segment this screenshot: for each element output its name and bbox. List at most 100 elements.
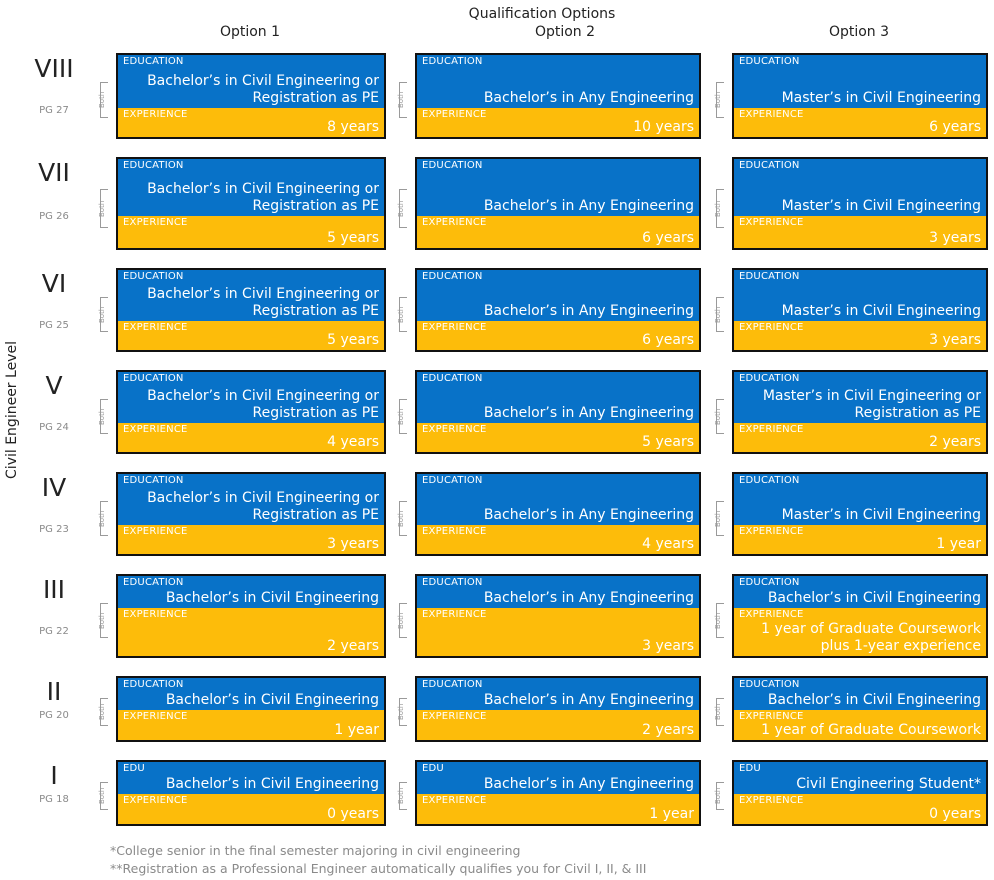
education-requirement: Bachelor’s in Civil Engineering — [165, 776, 379, 792]
both-bracket — [716, 501, 724, 536]
level-roman: IV — [41, 473, 67, 502]
education-tag: EDUCATION — [123, 271, 184, 282]
experience-section: EXPERIENCE 10 years — [417, 108, 699, 137]
qualification-card: EDUCATION Master’s in Civil Engineering o… — [732, 370, 988, 454]
both-bracket — [399, 399, 407, 434]
experience-requirement: 3 years — [929, 230, 981, 246]
level-page-ref: PG 18 — [39, 794, 69, 805]
level-label: IV PG 23 — [24, 474, 84, 536]
both-bracket — [100, 782, 108, 810]
education-section: EDUCATION Bachelor’s in Any Engineering — [417, 372, 699, 423]
education-requirement: Bachelor’s in Civil Engineering — [767, 692, 981, 708]
education-requirement: Bachelor’s in Civil Engineering or Regis… — [147, 388, 379, 421]
level-label: VII PG 26 — [24, 159, 84, 223]
experience-tag: EXPERIENCE — [123, 609, 188, 620]
qualification-card: EDU Civil Engineering Student* EXPERIENCE 0… — [732, 760, 988, 826]
experience-tag: EXPERIENCE — [739, 711, 804, 722]
experience-tag: EXPERIENCE — [739, 424, 804, 435]
education-tag: EDUCATION — [739, 160, 800, 171]
education-section: EDUCATION Master’s in Civil Engineering o… — [734, 372, 986, 423]
experience-section: EXPERIENCE 3 years — [118, 525, 384, 554]
qualification-card: EDUCATION Master’s in Civil Engineering EX… — [732, 268, 988, 352]
chart-title: Qualification Options — [468, 6, 616, 22]
education-tag: EDUCATION — [739, 577, 800, 588]
education-requirement: Master’s in Civil Engineering — [781, 507, 981, 523]
education-tag: EDUCATION — [739, 56, 800, 67]
experience-section: EXPERIENCE 6 years — [734, 108, 986, 137]
experience-requirement: 0 years — [327, 806, 379, 822]
column-header-option-3: Option 3 — [828, 24, 890, 40]
both-bracket — [716, 698, 724, 726]
education-tag: EDUCATION — [123, 160, 184, 171]
experience-tag: EXPERIENCE — [123, 526, 188, 537]
experience-tag: EXPERIENCE — [739, 217, 804, 228]
both-bracket — [100, 297, 108, 332]
qualification-card: EDUCATION Bachelor’s in Civil Engineering… — [116, 472, 386, 556]
education-section: EDUCATION Bachelor’s in Civil Engineering — [734, 576, 986, 608]
column-header-option-2: Option 2 — [534, 24, 596, 40]
experience-requirement: 1 year of Graduate Coursework — [761, 722, 981, 738]
education-requirement: Bachelor’s in Any Engineering — [483, 405, 694, 421]
education-requirement: Civil Engineering Student* — [796, 776, 981, 792]
column-header-option-1: Option 1 — [219, 24, 281, 40]
both-label: Both — [98, 408, 106, 425]
experience-requirement: 3 years — [642, 638, 694, 654]
experience-tag: EXPERIENCE — [422, 711, 487, 722]
education-section: EDUCATION Bachelor’s in Civil Engineering… — [118, 474, 384, 525]
qualification-card: EDUCATION Bachelor’s in Civil Engineering… — [116, 53, 386, 139]
qualification-card: EDUCATION Bachelor’s in Civil Engineering… — [116, 370, 386, 454]
experience-requirement: 0 years — [929, 806, 981, 822]
education-tag: EDU — [123, 763, 145, 774]
experience-section: EXPERIENCE 5 years — [118, 216, 384, 248]
education-section: EDUCATION Master’s in Civil Engineering — [734, 159, 986, 216]
education-section: EDUCATION Bachelor’s in Civil Engineering… — [118, 55, 384, 108]
education-section: EDU Civil Engineering Student* — [734, 762, 986, 794]
experience-requirement: 4 years — [642, 536, 694, 552]
education-tag: EDUCATION — [422, 160, 483, 171]
education-section: EDUCATION Master’s in Civil Engineering — [734, 55, 986, 108]
experience-tag: EXPERIENCE — [739, 526, 804, 537]
qualification-card: EDUCATION Bachelor’s in Any Engineering EX… — [415, 472, 701, 556]
education-tag: EDUCATION — [422, 56, 483, 67]
level-label: II PG 20 — [24, 678, 84, 722]
education-tag: EDUCATION — [123, 373, 184, 384]
both-bracket — [100, 399, 108, 434]
education-section: EDUCATION Bachelor’s in Civil Engineering — [118, 678, 384, 710]
both-bracket — [399, 297, 407, 332]
education-requirement: Bachelor’s in Civil Engineering — [767, 590, 981, 606]
education-tag: EDUCATION — [739, 271, 800, 282]
qualification-card: EDUCATION Bachelor’s in Any Engineering EX… — [415, 676, 701, 742]
education-requirement: Bachelor’s in Any Engineering — [483, 776, 694, 792]
experience-requirement: 1 year — [649, 806, 694, 822]
qualification-card: EDUCATION Bachelor’s in Any Engineering EX… — [415, 574, 701, 658]
experience-tag: EXPERIENCE — [739, 109, 804, 120]
education-requirement: Master’s in Civil Engineering or Registr… — [762, 388, 981, 421]
level-roman: II — [46, 677, 62, 706]
experience-section: EXPERIENCE 5 years — [118, 321, 384, 350]
both-label: Both — [397, 787, 405, 804]
education-requirement: Bachelor’s in Any Engineering — [483, 303, 694, 319]
both-bracket — [716, 782, 724, 810]
education-tag: EDUCATION — [123, 475, 184, 486]
experience-requirement: 10 years — [633, 119, 694, 135]
education-requirement: Bachelor’s in Any Engineering — [483, 198, 694, 214]
both-bracket — [100, 82, 108, 118]
qualification-card: EDUCATION Bachelor’s in Civil Engineering… — [732, 676, 988, 742]
experience-requirement: 2 years — [929, 434, 981, 450]
experience-tag: EXPERIENCE — [422, 609, 487, 620]
education-section: EDU Bachelor’s in Civil Engineering — [118, 762, 384, 794]
level-roman: VI — [41, 269, 67, 298]
education-tag: EDUCATION — [422, 679, 483, 690]
both-bracket — [399, 603, 407, 638]
axis-label: Civil Engineer Level — [4, 341, 20, 479]
experience-section: EXPERIENCE 5 years — [417, 423, 699, 452]
experience-section: EXPERIENCE 4 years — [417, 525, 699, 554]
both-label: Both — [98, 787, 106, 804]
education-section: EDUCATION Bachelor’s in Civil Engineering… — [118, 159, 384, 216]
both-label: Both — [714, 787, 722, 804]
experience-section: EXPERIENCE 1 year — [118, 710, 384, 740]
both-label: Both — [98, 91, 106, 108]
education-requirement: Bachelor’s in Civil Engineering — [165, 692, 379, 708]
footnote-2: **Registration as a Professional Enginee… — [110, 861, 647, 876]
level-roman: I — [50, 761, 58, 790]
